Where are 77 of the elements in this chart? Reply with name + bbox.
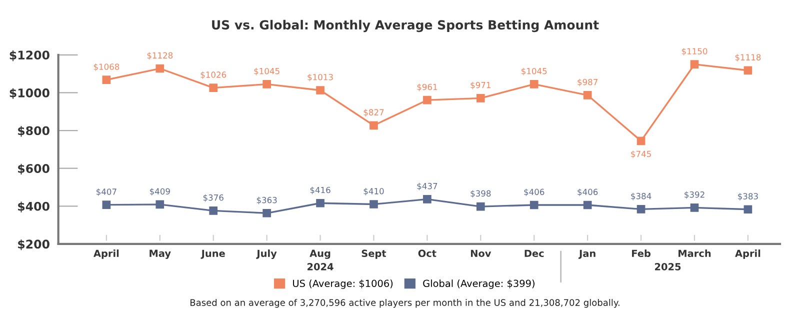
y-tick-label: $1000 [10, 88, 50, 99]
text: Based on an average of 3,270,596 active players per month in the US and 21,308,702 globally. [190, 298, 620, 308]
point [744, 66, 752, 75]
x-tick-label: Dec [524, 250, 544, 258]
data-label: $406 [524, 188, 544, 196]
point [262, 208, 271, 218]
x-tick-label: Sept [362, 250, 386, 259]
x-tick-label: June [200, 250, 225, 259]
y-tick-label: $600 [18, 164, 50, 175]
point [690, 60, 699, 69]
data-label: $971 [470, 82, 490, 90]
point [316, 198, 324, 208]
point [262, 80, 271, 88]
data-label: $398 [470, 190, 491, 198]
point [209, 206, 218, 215]
point [476, 94, 485, 102]
point [209, 84, 218, 92]
point [530, 200, 538, 210]
y-tick-label: $200 [18, 239, 50, 250]
data-label: $392 [684, 191, 704, 199]
x-tick-label: Oct [418, 250, 436, 258]
chart-title: US vs. Global: Monthly Average Sports Betting Amount [212, 20, 599, 32]
point [744, 205, 752, 214]
y-tick-label: $1200 [10, 50, 50, 62]
data-label: $416 [310, 186, 330, 194]
x-tick-label: May [150, 250, 171, 259]
data-label: $363 [256, 196, 277, 204]
point [636, 205, 646, 214]
text: 2025 [655, 263, 681, 270]
data-label: $961 [417, 84, 438, 92]
point [102, 76, 111, 84]
data-label: $376 [203, 194, 224, 202]
data-label: $1128 [147, 52, 173, 60]
point [530, 80, 538, 88]
x-tick-label: Feb [632, 250, 650, 258]
point [476, 202, 485, 211]
data-label: $1013 [308, 74, 333, 82]
data-label: $987 [578, 78, 598, 86]
point [636, 136, 646, 146]
point [370, 121, 378, 130]
text: 2024 [308, 263, 334, 270]
data-label: $410 [364, 188, 384, 196]
legend-label: Global (Average: $399) [423, 280, 534, 289]
point [316, 86, 324, 94]
point [156, 64, 164, 73]
data-label: $1045 [254, 68, 280, 76]
point [583, 200, 592, 210]
x-tick-label: March [678, 250, 711, 258]
point [156, 200, 164, 209]
point [423, 194, 432, 204]
data-label: $407 [96, 188, 116, 196]
legend-label: US (Average: $1006) [293, 280, 393, 289]
point [370, 200, 378, 208]
data-label: $1118 [735, 54, 761, 62]
point [102, 200, 111, 209]
data-label: $383 [738, 192, 758, 201]
point [690, 203, 699, 212]
data-label: $1150 [682, 48, 708, 56]
data-label: $827 [364, 109, 384, 117]
data-label: $1045 [522, 68, 547, 76]
y-tick-label: $400 [18, 202, 50, 212]
x-tick-label: Aug [310, 250, 330, 259]
data-label: $1026 [200, 71, 226, 79]
x-tick-label: April [735, 250, 760, 259]
x-tick-label: Jan [578, 250, 596, 259]
data-label: $745 [631, 150, 651, 158]
x-tick-label: July [256, 250, 277, 259]
x-tick-label: April [94, 250, 119, 259]
point [583, 90, 592, 100]
data-label: $437 [417, 182, 438, 190]
data-label: $409 [150, 188, 170, 196]
y-tick-label: $800 [18, 126, 50, 137]
data-label: $384 [631, 192, 652, 200]
point [423, 96, 432, 104]
data-label: $1068 [94, 63, 120, 72]
x-tick-label: Nov [470, 250, 492, 258]
data-label: $406 [578, 188, 598, 196]
